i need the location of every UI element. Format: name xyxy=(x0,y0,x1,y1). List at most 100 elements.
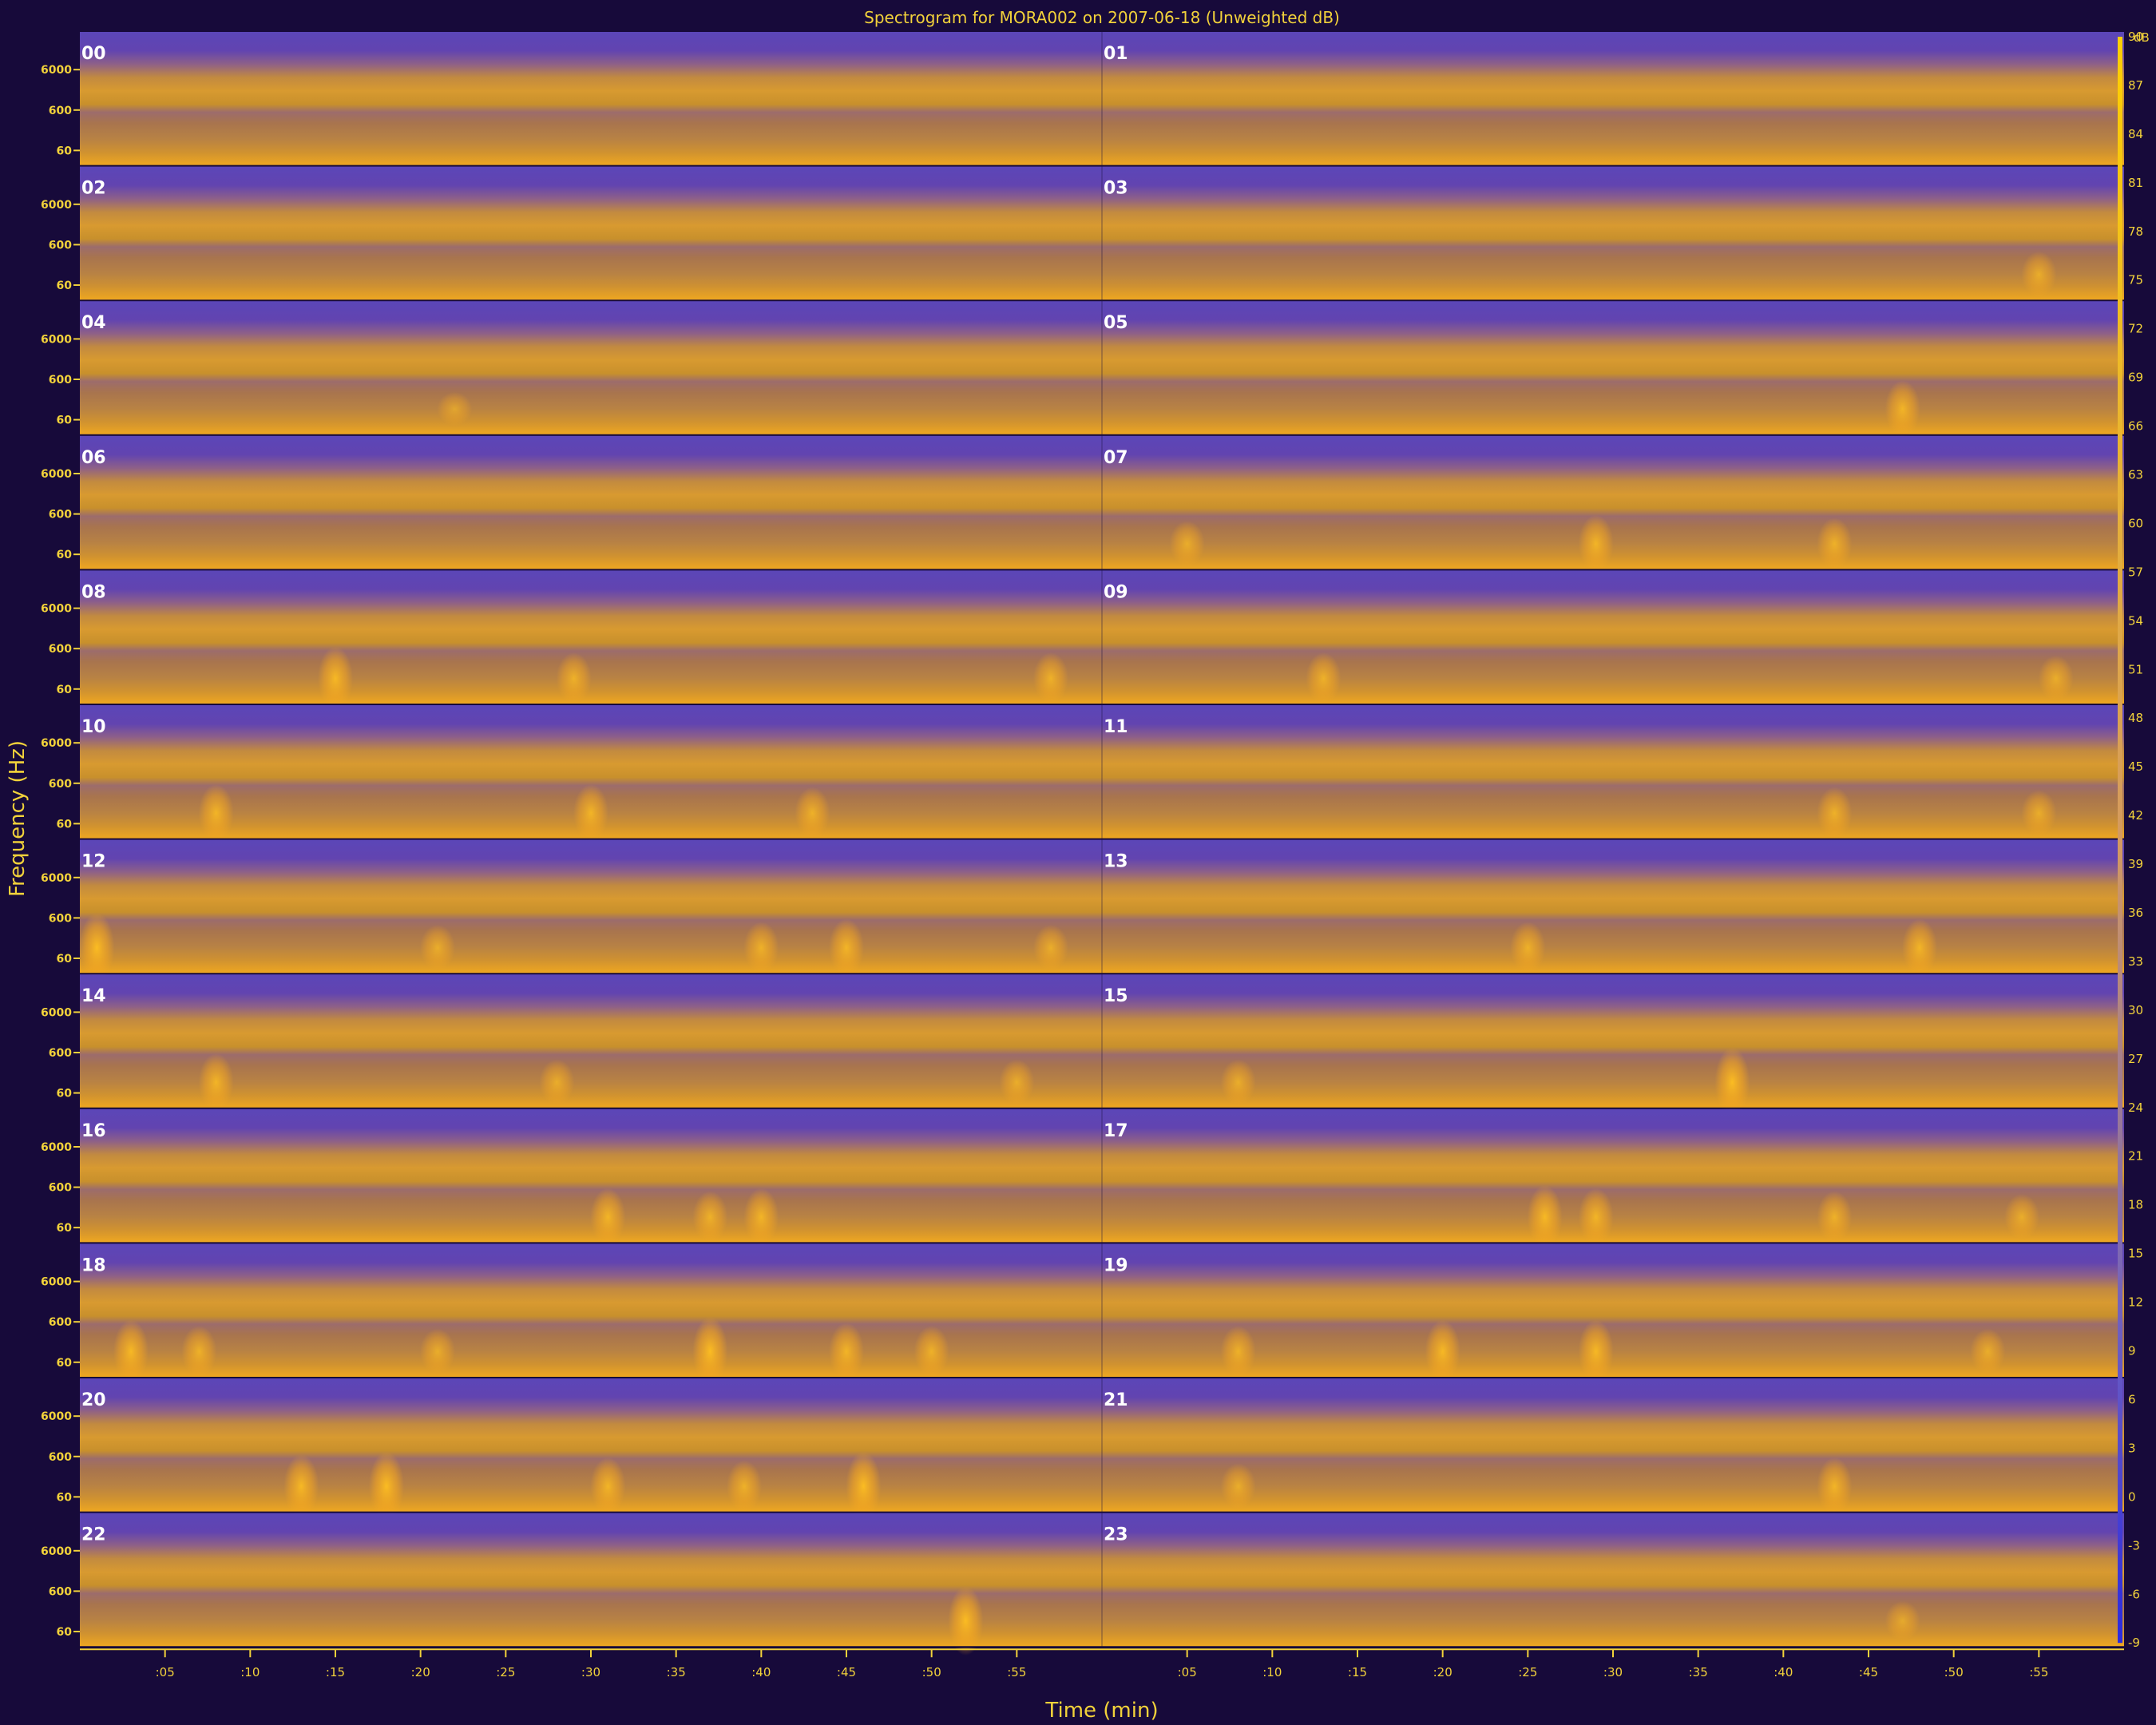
y-tick-label: 6000 xyxy=(41,1545,72,1558)
x-tick-label: :05 xyxy=(1178,1665,1197,1679)
x-tick-label: :45 xyxy=(1859,1665,1878,1679)
activity-blob xyxy=(437,391,473,426)
activity-blob xyxy=(1033,924,1068,971)
colorbar-tick: 21 xyxy=(2128,1149,2143,1164)
activity-blob xyxy=(795,787,830,839)
activity-blob xyxy=(420,924,455,971)
colorbar-tick: 90 xyxy=(2128,30,2143,44)
hour-label: 03 xyxy=(1104,179,1128,199)
colorbar-tick: 81 xyxy=(2128,176,2143,190)
activity-blob xyxy=(1527,1185,1563,1249)
activity-blob xyxy=(1578,1188,1614,1246)
activity-blob xyxy=(113,1319,149,1383)
colorbar-tick: 3 xyxy=(2128,1441,2136,1455)
y-tick-label: 60 xyxy=(57,145,73,157)
x-tick-label: :55 xyxy=(1007,1665,1026,1679)
activity-blob xyxy=(1817,518,1853,569)
activity-blob xyxy=(1033,652,1068,704)
activity-blob xyxy=(846,1451,882,1521)
activity-blob xyxy=(948,1586,984,1656)
activity-blob xyxy=(1220,1463,1256,1509)
y-tick-label: 60 xyxy=(57,684,73,696)
hour-label: 02 xyxy=(81,179,106,199)
x-tick-label: :30 xyxy=(1603,1665,1623,1679)
y-tick-label: 60 xyxy=(57,953,73,966)
activity-blob xyxy=(1817,1191,1853,1243)
hour-label: 12 xyxy=(81,852,106,872)
x-tick-label: :45 xyxy=(837,1665,856,1679)
hour-panels: 00 01 02 03 04 05 06 07 08 09 10 11 12 13 14 15 16 17 18 19… xyxy=(79,32,2124,1656)
colorbar-tick: 27 xyxy=(2128,1052,2143,1066)
activity-blob xyxy=(590,1188,626,1246)
y-tick-label: 6000 xyxy=(41,64,72,77)
hour-label: 00 xyxy=(81,44,106,64)
x-tick-label: :30 xyxy=(581,1665,600,1679)
activity-blob xyxy=(999,1059,1035,1105)
hour-label: 15 xyxy=(1104,986,1128,1006)
activity-blob xyxy=(198,783,234,842)
activity-blob xyxy=(1817,787,1853,839)
y-tick-label: 60 xyxy=(57,1626,73,1639)
y-tick-labels: 6000 600 60 6000 600 60 6000 600 60 6000 600 60 6000… xyxy=(41,64,80,1639)
hour-label: 07 xyxy=(1104,448,1128,468)
colorbar-tick: 57 xyxy=(2128,565,2143,579)
colorbar-tick: 66 xyxy=(2128,419,2143,434)
colorbar-tick: 51 xyxy=(2128,662,2143,676)
activity-blob xyxy=(829,918,864,977)
activity-blob xyxy=(1169,521,1205,567)
colorbar-tick: 12 xyxy=(2128,1295,2143,1310)
colorbar-tick: 33 xyxy=(2128,954,2143,969)
colorbar-tick: 69 xyxy=(2128,371,2143,385)
y-tick-label: 6000 xyxy=(41,468,72,481)
activity-blob xyxy=(743,1188,779,1246)
y-tick-label: 60 xyxy=(57,818,73,831)
y-tick-label: 6000 xyxy=(41,1276,72,1289)
x-tick-label: :20 xyxy=(1433,1665,1453,1679)
hour-label: 08 xyxy=(81,582,106,602)
colorbar: dB90878481787572696663605754514845423936… xyxy=(2118,30,2150,1650)
x-tick-label: :25 xyxy=(496,1665,515,1679)
y-tick-label: 6000 xyxy=(41,199,72,212)
y-tick-label: 600 xyxy=(49,1585,72,1598)
activity-blob xyxy=(1578,1319,1614,1383)
activity-blob xyxy=(1220,1059,1256,1105)
activity-blob xyxy=(420,1328,455,1374)
activity-blob xyxy=(1714,1047,1750,1117)
hour-label: 23 xyxy=(1104,1525,1128,1545)
hour-label: 09 xyxy=(1104,582,1128,602)
x-tick-label: :35 xyxy=(667,1665,686,1679)
x-axis: :05:10:15:20:25:30:35:40:45:50:55:05:10:… xyxy=(80,1648,2124,1679)
hour-label: 05 xyxy=(1104,313,1128,333)
activity-blob xyxy=(692,1316,728,1386)
y-tick-label: 60 xyxy=(57,1222,73,1235)
y-tick-label: 600 xyxy=(49,912,72,925)
y-tick-label: 60 xyxy=(57,1088,73,1100)
colorbar-tick: 6 xyxy=(2128,1392,2136,1406)
colorbar-tick: 75 xyxy=(2128,273,2143,288)
y-tick-label: 600 xyxy=(49,1182,72,1195)
colorbar-tick: 78 xyxy=(2128,224,2143,239)
hour-label: 04 xyxy=(81,313,106,333)
activity-blob xyxy=(590,1457,626,1515)
colorbar-tick: 15 xyxy=(2128,1247,2143,1261)
y-tick-label: 6000 xyxy=(41,603,72,616)
hour-label: 22 xyxy=(81,1525,106,1545)
activity-blob xyxy=(1902,918,1937,977)
y-tick-label: 600 xyxy=(49,778,72,791)
activity-blob xyxy=(743,922,779,974)
colorbar-unit: dB xyxy=(2134,30,2150,45)
x-tick-label: :35 xyxy=(1689,1665,1708,1679)
colorbar-tick: 30 xyxy=(2128,1003,2143,1017)
activity-blob xyxy=(1817,1457,1853,1515)
y-tick-label: 600 xyxy=(49,105,72,117)
colorbar-tick: 84 xyxy=(2128,127,2143,141)
y-tick-label: 6000 xyxy=(41,872,72,885)
colorbar-tick: 48 xyxy=(2128,711,2143,725)
y-tick-label: 60 xyxy=(57,1357,73,1370)
y-tick-label: 600 xyxy=(49,1316,72,1329)
colorbar-tick: 36 xyxy=(2128,906,2143,920)
activity-blob xyxy=(914,1326,949,1378)
activity-blob xyxy=(727,1460,762,1513)
activity-blob xyxy=(318,646,353,710)
hour-label: 13 xyxy=(1104,852,1128,872)
